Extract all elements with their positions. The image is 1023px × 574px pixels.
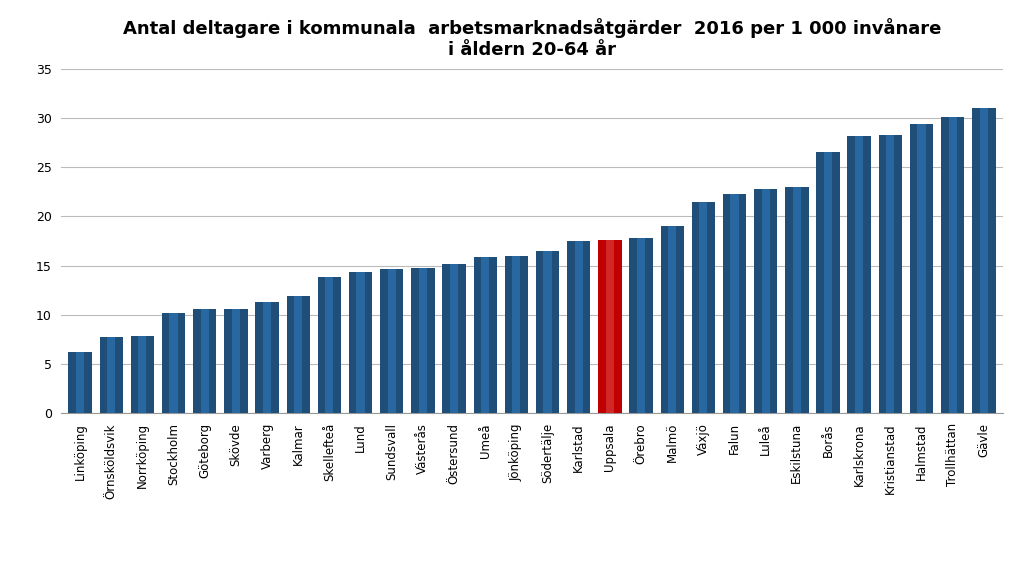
Bar bbox=[536, 251, 560, 413]
Bar bbox=[442, 263, 465, 413]
Bar bbox=[909, 124, 933, 413]
Bar bbox=[263, 302, 271, 413]
Bar bbox=[131, 336, 154, 413]
Bar bbox=[224, 309, 248, 413]
Bar bbox=[786, 187, 808, 413]
Bar bbox=[886, 135, 894, 413]
Bar bbox=[761, 189, 769, 413]
Bar bbox=[325, 277, 333, 413]
Bar bbox=[637, 238, 646, 413]
Bar bbox=[668, 226, 676, 413]
Bar bbox=[847, 136, 871, 413]
Bar bbox=[629, 238, 653, 413]
Bar bbox=[816, 152, 840, 413]
Bar bbox=[76, 352, 84, 413]
Bar bbox=[388, 269, 396, 413]
Bar bbox=[201, 309, 209, 413]
Bar bbox=[824, 152, 832, 413]
Bar bbox=[598, 240, 622, 413]
Bar bbox=[286, 296, 310, 413]
Bar bbox=[474, 257, 497, 413]
Bar bbox=[567, 241, 590, 413]
Bar bbox=[318, 277, 341, 413]
Bar bbox=[481, 257, 489, 413]
Bar bbox=[948, 117, 957, 413]
Bar bbox=[418, 267, 427, 413]
Bar bbox=[918, 124, 926, 413]
Bar bbox=[692, 201, 715, 413]
Bar bbox=[855, 136, 863, 413]
Bar bbox=[170, 313, 178, 413]
Bar bbox=[99, 336, 123, 413]
Bar bbox=[941, 117, 965, 413]
Bar bbox=[107, 336, 116, 413]
Bar bbox=[256, 302, 278, 413]
Bar bbox=[356, 272, 364, 413]
Bar bbox=[575, 241, 583, 413]
Bar bbox=[295, 296, 303, 413]
Bar bbox=[349, 272, 372, 413]
Bar bbox=[380, 269, 403, 413]
Bar bbox=[754, 189, 777, 413]
Bar bbox=[450, 263, 458, 413]
Bar bbox=[138, 336, 146, 413]
Bar bbox=[543, 251, 551, 413]
Bar bbox=[700, 201, 708, 413]
Bar bbox=[879, 135, 902, 413]
Bar bbox=[730, 194, 739, 413]
Bar bbox=[504, 256, 528, 413]
Bar bbox=[193, 309, 217, 413]
Bar bbox=[513, 256, 521, 413]
Bar bbox=[69, 352, 92, 413]
Bar bbox=[723, 194, 746, 413]
Bar bbox=[411, 267, 435, 413]
Bar bbox=[661, 226, 684, 413]
Bar bbox=[980, 108, 988, 413]
Bar bbox=[232, 309, 240, 413]
Bar bbox=[972, 108, 995, 413]
Bar bbox=[606, 240, 614, 413]
Bar bbox=[162, 313, 185, 413]
Title: Antal deltagare i kommunala  arbetsmarknadsåtgärder  2016 per 1 000 invånare
i å: Antal deltagare i kommunala arbetsmarkna… bbox=[123, 18, 941, 59]
Bar bbox=[793, 187, 801, 413]
